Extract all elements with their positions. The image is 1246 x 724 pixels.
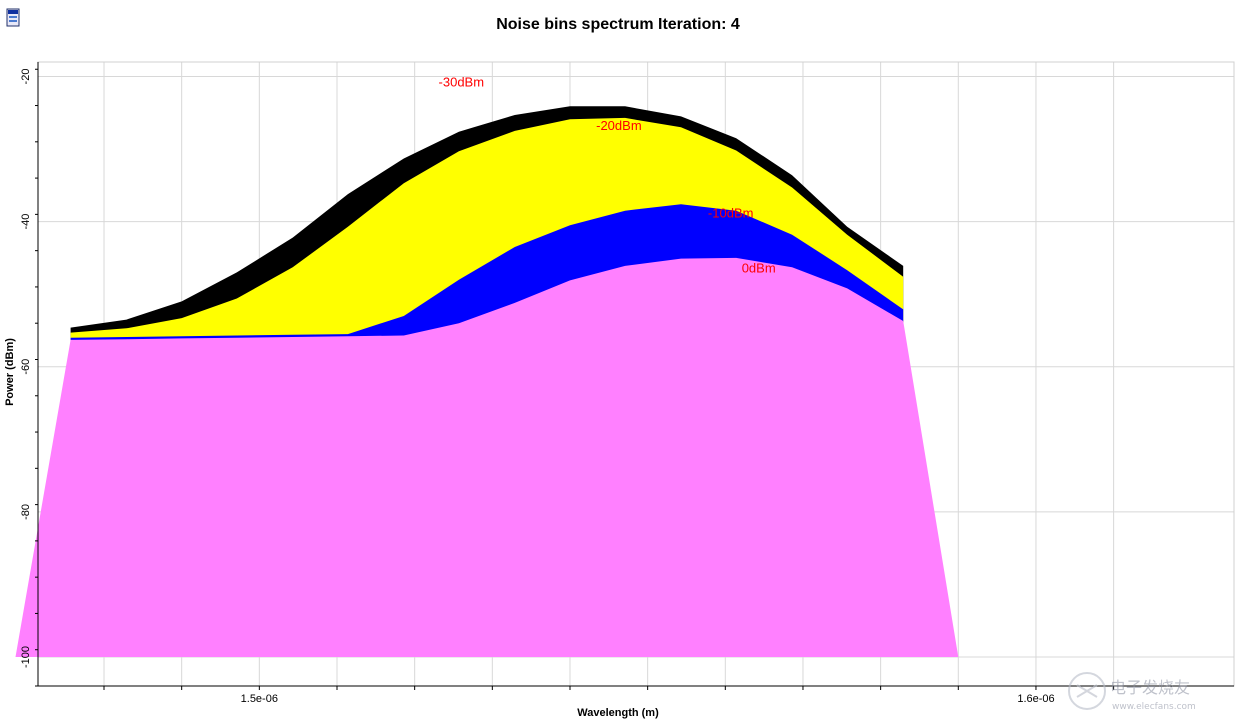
y-tick-label: -60: [20, 359, 32, 375]
y-tick-label: -80: [20, 504, 32, 520]
watermark-logo: 电子发烧友 www.elecfans.com: [1068, 672, 1196, 712]
y-tick-label: -100: [20, 646, 32, 668]
axis-ticks: -20 -40 -60 -80 -100 1.5e-06 1.6e-06: [20, 69, 1115, 705]
app-window-icon[interactable]: [6, 8, 22, 28]
series-label--30dBm: -30dBm: [439, 75, 485, 90]
series-annotations: -30dBm -20dBm -10dBm 0dBm: [439, 75, 776, 276]
y-axis-label: Power (dBm): [4, 338, 16, 406]
watermark-text: 电子发烧友: [1110, 678, 1190, 697]
watermark-subtext: www.elecfans.com: [1112, 702, 1196, 712]
plot-areas: [15, 106, 1125, 658]
series-label-0dBm: 0dBm: [742, 260, 776, 275]
x-tick-label: 1.6e-06: [1017, 693, 1054, 705]
x-tick-label: 1.5e-06: [241, 693, 278, 705]
plot-frame: [37, 61, 1235, 687]
chart-title: Noise bins spectrum Iteration: 4: [496, 16, 740, 33]
series-label--10dBm: -10dBm: [708, 205, 754, 220]
series-label--20dBm: -20dBm: [596, 118, 642, 133]
x-axis-label: Wavelength (m): [577, 707, 659, 719]
y-tick-label: -40: [20, 214, 32, 230]
y-tick-label: -20: [20, 69, 32, 85]
area-series-0dBm: [15, 257, 1125, 657]
